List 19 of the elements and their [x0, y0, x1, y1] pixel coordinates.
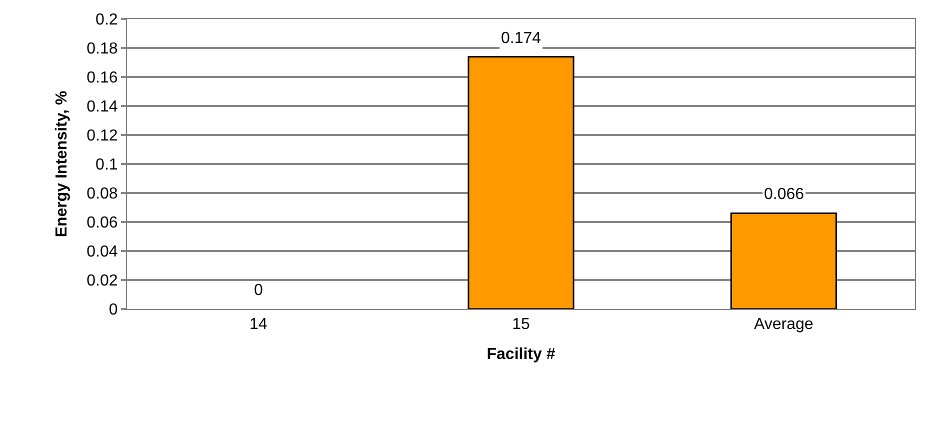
y-tick-label: 0.06: [86, 214, 118, 232]
y-tick-label: 0.18: [86, 40, 118, 58]
y-tick-label: 0: [108, 302, 118, 319]
y-tick-label: 0.1: [96, 156, 118, 174]
y-tick-label: 0.14: [86, 98, 118, 116]
x-tick-label: 15: [512, 316, 530, 334]
y-tick-label: 0.04: [86, 244, 118, 261]
y-tick-label: 0.2: [96, 12, 118, 29]
y-tick-label: 0.16: [86, 70, 118, 87]
data-label: 0.066: [764, 186, 804, 203]
data-label: 0.174: [501, 30, 542, 47]
y-tick-label: 0.12: [86, 128, 118, 145]
x-axis-title: Facility #: [486, 346, 556, 363]
y-axis-title: Energy Intensity, %: [54, 90, 71, 238]
x-tick-label: Average: [754, 316, 814, 334]
data-label: 0: [254, 282, 263, 299]
y-tick-label: 0.08: [86, 186, 118, 203]
y-tick-label: 0.02: [86, 272, 118, 290]
x-tick-label: 14: [249, 316, 268, 334]
